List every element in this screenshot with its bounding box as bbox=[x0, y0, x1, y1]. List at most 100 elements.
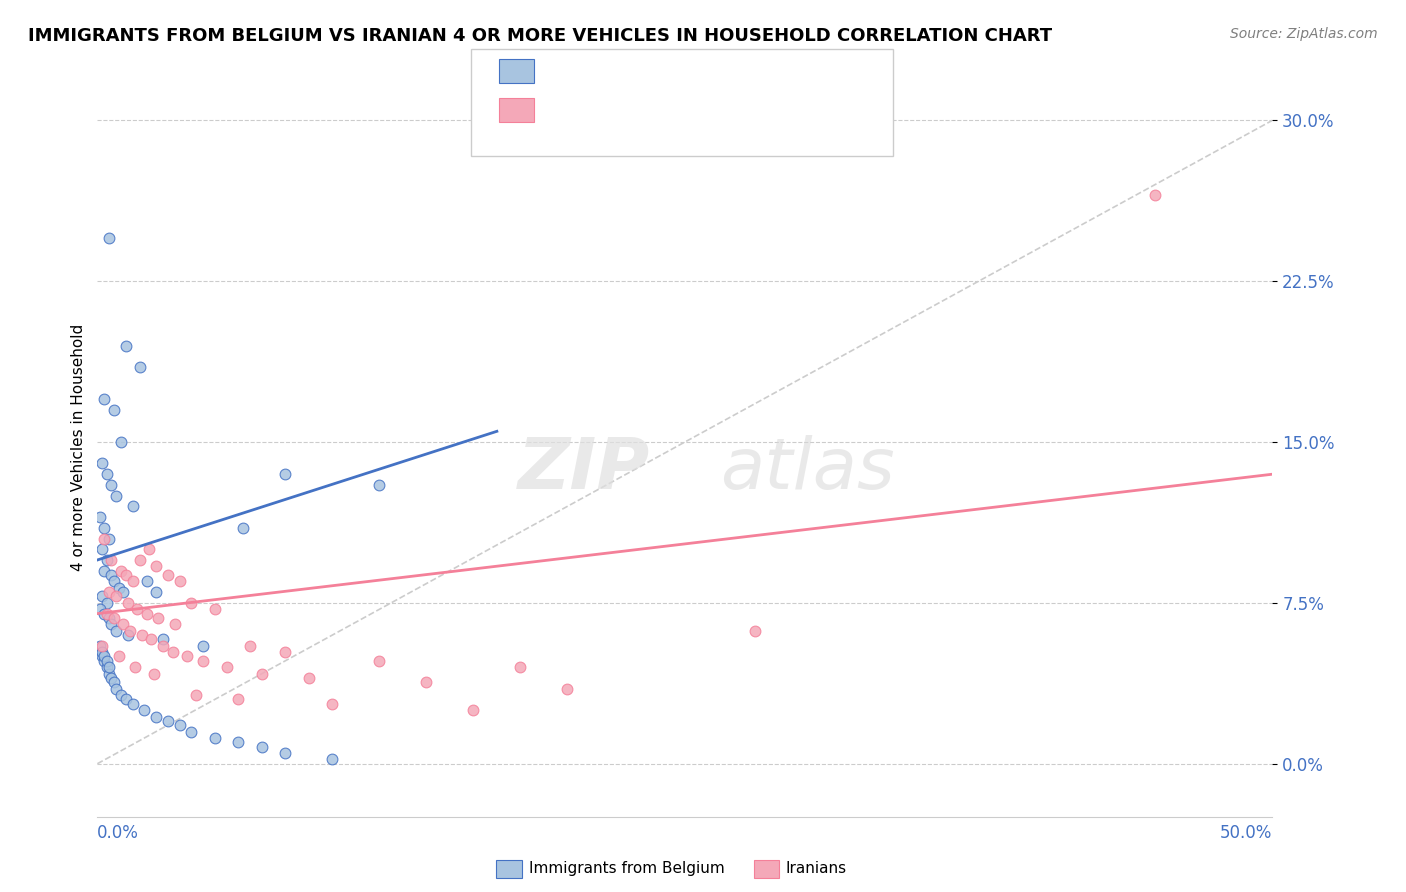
Point bbox=[191, 639, 214, 653]
Point bbox=[228, 692, 250, 706]
Point bbox=[148, 611, 170, 625]
Point bbox=[96, 607, 118, 621]
Point bbox=[274, 746, 297, 760]
Point bbox=[96, 596, 118, 610]
Point bbox=[105, 681, 128, 696]
Point bbox=[156, 568, 179, 582]
Point bbox=[91, 457, 114, 471]
Point bbox=[112, 585, 135, 599]
Point bbox=[93, 564, 115, 578]
Point bbox=[321, 697, 343, 711]
Point bbox=[156, 714, 179, 728]
Point bbox=[107, 649, 129, 664]
Point bbox=[180, 596, 202, 610]
Text: Immigrants from Belgium: Immigrants from Belgium bbox=[529, 862, 724, 876]
Point bbox=[163, 617, 186, 632]
Point bbox=[191, 654, 214, 668]
Point bbox=[368, 478, 391, 492]
Point bbox=[232, 521, 254, 535]
Text: IMMIGRANTS FROM BELGIUM VS IRANIAN 4 OR MORE VEHICLES IN HOUSEHOLD CORRELATION C: IMMIGRANTS FROM BELGIUM VS IRANIAN 4 OR … bbox=[28, 27, 1052, 45]
Point bbox=[321, 752, 343, 766]
Point bbox=[100, 671, 122, 685]
Point bbox=[228, 735, 250, 749]
Point bbox=[110, 564, 132, 578]
Point bbox=[117, 596, 139, 610]
Point bbox=[145, 585, 167, 599]
Point bbox=[91, 639, 114, 653]
Point bbox=[105, 624, 128, 638]
Point bbox=[128, 359, 150, 374]
Text: Iranians: Iranians bbox=[786, 862, 846, 876]
Point bbox=[145, 709, 167, 723]
Point bbox=[145, 559, 167, 574]
Point bbox=[105, 489, 128, 503]
Y-axis label: 4 or more Vehicles in Household: 4 or more Vehicles in Household bbox=[72, 324, 86, 571]
Point bbox=[117, 628, 139, 642]
Point bbox=[110, 688, 132, 702]
Point bbox=[169, 574, 191, 589]
Point bbox=[100, 553, 122, 567]
Point bbox=[98, 231, 121, 245]
Point bbox=[100, 478, 122, 492]
Point bbox=[100, 617, 122, 632]
Point bbox=[98, 532, 121, 546]
Point bbox=[744, 624, 766, 638]
Point bbox=[91, 590, 114, 604]
Point bbox=[204, 602, 226, 616]
Point bbox=[121, 697, 143, 711]
Point bbox=[184, 688, 207, 702]
Point bbox=[89, 510, 111, 524]
Point bbox=[98, 666, 121, 681]
Point bbox=[105, 590, 128, 604]
Point bbox=[250, 666, 273, 681]
Point bbox=[127, 602, 149, 616]
Point bbox=[107, 581, 129, 595]
Point bbox=[91, 649, 114, 664]
Point bbox=[103, 611, 125, 625]
Point bbox=[93, 654, 115, 668]
Text: R =  0.192   N =  61: R = 0.192 N = 61 bbox=[544, 63, 699, 78]
Point bbox=[138, 542, 160, 557]
Point bbox=[114, 568, 136, 582]
Point bbox=[103, 675, 125, 690]
Point bbox=[103, 574, 125, 589]
Point bbox=[274, 645, 297, 659]
Point bbox=[93, 521, 115, 535]
Point bbox=[152, 639, 174, 653]
Point bbox=[98, 660, 121, 674]
Point bbox=[112, 617, 135, 632]
Point bbox=[180, 724, 202, 739]
Point bbox=[142, 666, 165, 681]
Point bbox=[169, 718, 191, 732]
Point bbox=[162, 645, 184, 659]
Point bbox=[96, 553, 118, 567]
Point bbox=[89, 639, 111, 653]
Point bbox=[93, 532, 115, 546]
Text: R =  0.364   N =  48: R = 0.364 N = 48 bbox=[544, 103, 699, 117]
Point bbox=[239, 639, 262, 653]
Point bbox=[298, 671, 321, 685]
Point bbox=[114, 338, 136, 352]
Point bbox=[121, 574, 143, 589]
Point bbox=[215, 660, 238, 674]
Point bbox=[91, 542, 114, 557]
Point bbox=[103, 402, 125, 417]
Point bbox=[131, 628, 153, 642]
Text: 0.0%: 0.0% bbox=[97, 824, 139, 842]
Point bbox=[114, 692, 136, 706]
Point bbox=[96, 467, 118, 482]
Point bbox=[98, 611, 121, 625]
Text: Source: ZipAtlas.com: Source: ZipAtlas.com bbox=[1230, 27, 1378, 41]
Point bbox=[120, 624, 142, 638]
Point bbox=[100, 568, 122, 582]
Point bbox=[176, 649, 198, 664]
Point bbox=[463, 703, 485, 717]
Point bbox=[557, 681, 579, 696]
Point bbox=[509, 660, 531, 674]
Point bbox=[134, 703, 156, 717]
Point bbox=[368, 654, 391, 668]
Point bbox=[89, 602, 111, 616]
Point bbox=[274, 467, 297, 482]
Point bbox=[250, 739, 273, 754]
Point bbox=[128, 553, 150, 567]
